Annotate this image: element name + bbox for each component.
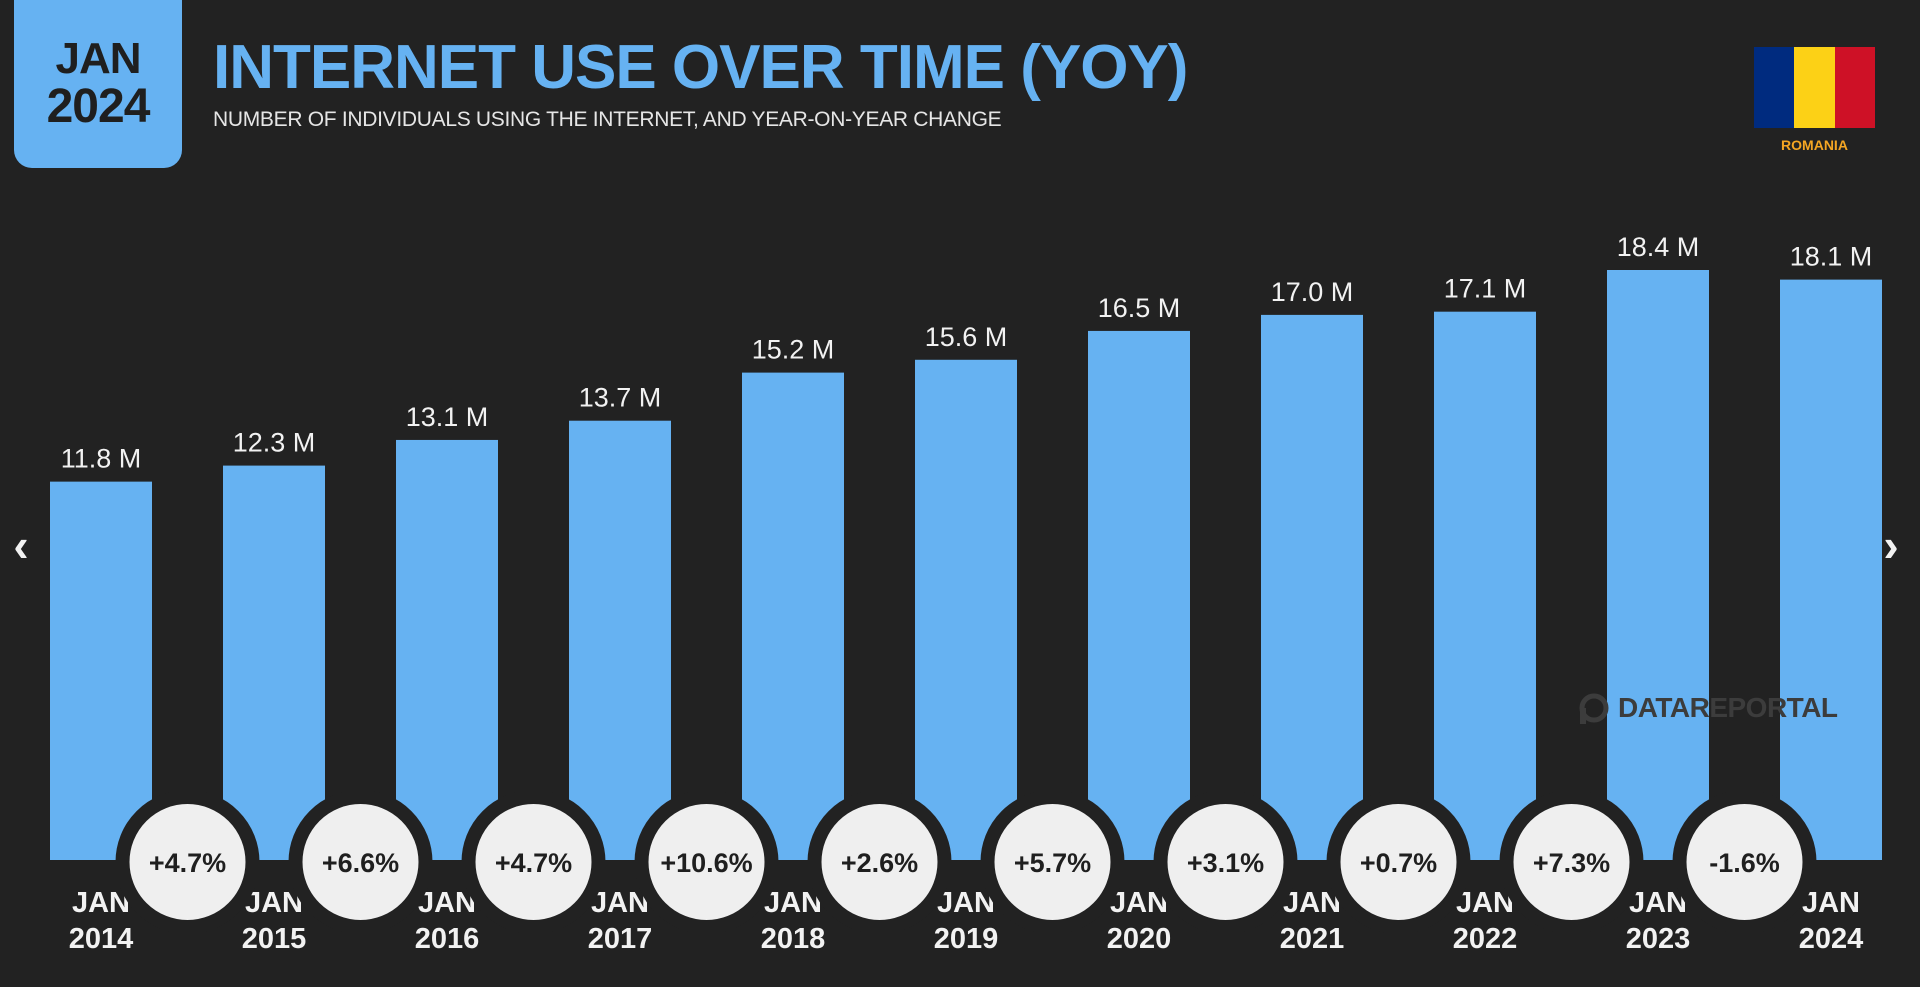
bar-2021 bbox=[1261, 314, 1363, 860]
yoy-label-10: -1.6% bbox=[1709, 848, 1780, 878]
yoy-badge-9 bbox=[1499, 790, 1644, 934]
category-month: JAN bbox=[1802, 887, 1860, 919]
yoy-badges-group: +4.7% +6.6% +4.7% +10.6% +2.6% +5.7% +3.1% +0.7… bbox=[115, 790, 1817, 934]
category-year: 2023 bbox=[1626, 923, 1691, 955]
category-label-2021: JAN 2021 bbox=[1280, 887, 1345, 955]
flag-stripe-red bbox=[1834, 47, 1875, 128]
value-label-2018: 15.2 M bbox=[752, 335, 835, 365]
flag-stripe-yellow bbox=[1794, 47, 1835, 128]
category-year: 2022 bbox=[1453, 923, 1518, 955]
category-label-2017: JAN 2017 bbox=[588, 887, 653, 955]
value-label-2023: 18.4 M bbox=[1617, 232, 1700, 262]
category-year: 2015 bbox=[242, 923, 307, 955]
page-subtitle: NUMBER OF INDIVIDUALS USING THE INTERNET… bbox=[213, 108, 1002, 131]
category-month: JAN bbox=[245, 887, 303, 919]
category-month: JAN bbox=[1110, 887, 1168, 919]
bar-2018 bbox=[742, 372, 844, 860]
value-label-2015: 12.3 M bbox=[233, 428, 316, 458]
category-label-2018: JAN 2018 bbox=[761, 887, 826, 955]
yoy-badge-1 bbox=[115, 790, 260, 934]
yoy-label-4: +10.6% bbox=[660, 848, 752, 878]
category-label-2022: JAN 2022 bbox=[1453, 887, 1518, 955]
date-badge-month: JAN bbox=[55, 34, 141, 83]
yoy-label-6: +5.7% bbox=[1014, 848, 1091, 878]
yoy-badge-4 bbox=[634, 790, 779, 934]
bar-2024 bbox=[1780, 279, 1882, 860]
category-year: 2017 bbox=[588, 923, 653, 955]
category-month: JAN bbox=[591, 887, 649, 919]
date-badge: JAN 2024 bbox=[14, 0, 182, 168]
value-label-2019: 15.6 M bbox=[925, 322, 1008, 352]
yoy-label-7: +3.1% bbox=[1187, 848, 1264, 878]
category-label-2019: JAN 2019 bbox=[934, 887, 999, 955]
value-label-2022: 17.1 M bbox=[1444, 274, 1527, 304]
category-year: 2021 bbox=[1280, 923, 1345, 955]
category-label-2020: JAN 2020 bbox=[1107, 887, 1172, 955]
bar-2023 bbox=[1607, 270, 1709, 860]
page-title: INTERNET USE OVER TIME (YOY) bbox=[213, 33, 1188, 102]
category-label-2015: JAN 2015 bbox=[242, 887, 307, 955]
bar-2022 bbox=[1434, 311, 1536, 860]
category-month: JAN bbox=[764, 887, 822, 919]
category-month: JAN bbox=[1283, 887, 1341, 919]
yoy-badge-3 bbox=[461, 790, 606, 934]
chevron-right-icon[interactable]: › bbox=[1883, 519, 1899, 571]
category-year: 2018 bbox=[761, 923, 826, 955]
bar-2016 bbox=[396, 439, 498, 860]
country-label: ROMANIA bbox=[1781, 137, 1848, 153]
bar-2014 bbox=[50, 481, 152, 860]
bar-2017 bbox=[569, 420, 671, 860]
value-label-2024: 18.1 M bbox=[1790, 242, 1873, 272]
chevron-left-icon[interactable]: ‹ bbox=[13, 519, 29, 571]
category-year: 2019 bbox=[934, 923, 999, 955]
yoy-label-8: +0.7% bbox=[1360, 848, 1437, 878]
category-label-2023: JAN 2023 bbox=[1626, 887, 1691, 955]
yoy-badge-6 bbox=[980, 790, 1125, 934]
category-month: JAN bbox=[937, 887, 995, 919]
value-labels-group: 11.8 M 12.3 M 13.1 M 13.7 M 15.2 M 15.6 M 16.5… bbox=[61, 232, 1873, 474]
yoy-label-5: +2.6% bbox=[841, 848, 918, 878]
value-label-2017: 13.7 M bbox=[579, 383, 662, 413]
bars-group bbox=[50, 270, 1882, 860]
flag-stripe-blue bbox=[1754, 47, 1795, 128]
bar-2020 bbox=[1088, 330, 1190, 860]
category-month: JAN bbox=[1456, 887, 1514, 919]
yoy-label-2: +6.6% bbox=[322, 848, 399, 878]
category-year: 2024 bbox=[1799, 923, 1864, 955]
date-badge-year: 2024 bbox=[46, 80, 151, 133]
category-labels-group: JAN 2014 JAN 2015 JAN 2016 JAN 2017 JAN 2018 JAN 20… bbox=[69, 887, 1864, 955]
category-label-2016: JAN 2016 bbox=[415, 887, 480, 955]
value-label-2014: 11.8 M bbox=[61, 444, 142, 474]
bar-2015 bbox=[223, 465, 325, 860]
bar-2019 bbox=[915, 359, 1017, 860]
watermark: DATAREPORTAL bbox=[1576, 690, 1838, 726]
category-year: 2014 bbox=[69, 923, 134, 955]
category-year: 2020 bbox=[1107, 923, 1172, 955]
category-label-2014: JAN 2014 bbox=[69, 887, 134, 955]
yoy-badge-8 bbox=[1326, 790, 1471, 934]
yoy-badge-5 bbox=[807, 790, 952, 934]
category-month: JAN bbox=[1629, 887, 1687, 919]
category-year: 2016 bbox=[415, 923, 480, 955]
yoy-label-1: +4.7% bbox=[149, 848, 226, 878]
value-label-2016: 13.1 M bbox=[406, 402, 489, 432]
category-label-2024: JAN 2024 bbox=[1799, 887, 1864, 955]
romania-flag-icon bbox=[1754, 47, 1875, 128]
category-month: JAN bbox=[418, 887, 476, 919]
yoy-badge-2 bbox=[288, 790, 433, 934]
value-label-2020: 16.5 M bbox=[1098, 293, 1181, 323]
watermark-text: DATAREPORTAL bbox=[1618, 692, 1838, 723]
datareportal-logo-icon bbox=[1579, 693, 1609, 724]
category-month: JAN bbox=[72, 887, 130, 919]
yoy-badge-7 bbox=[1153, 790, 1298, 934]
yoy-badge-10 bbox=[1672, 790, 1817, 934]
yoy-label-9: +7.3% bbox=[1533, 848, 1610, 878]
yoy-label-3: +4.7% bbox=[495, 848, 572, 878]
value-label-2021: 17.0 M bbox=[1271, 277, 1354, 307]
